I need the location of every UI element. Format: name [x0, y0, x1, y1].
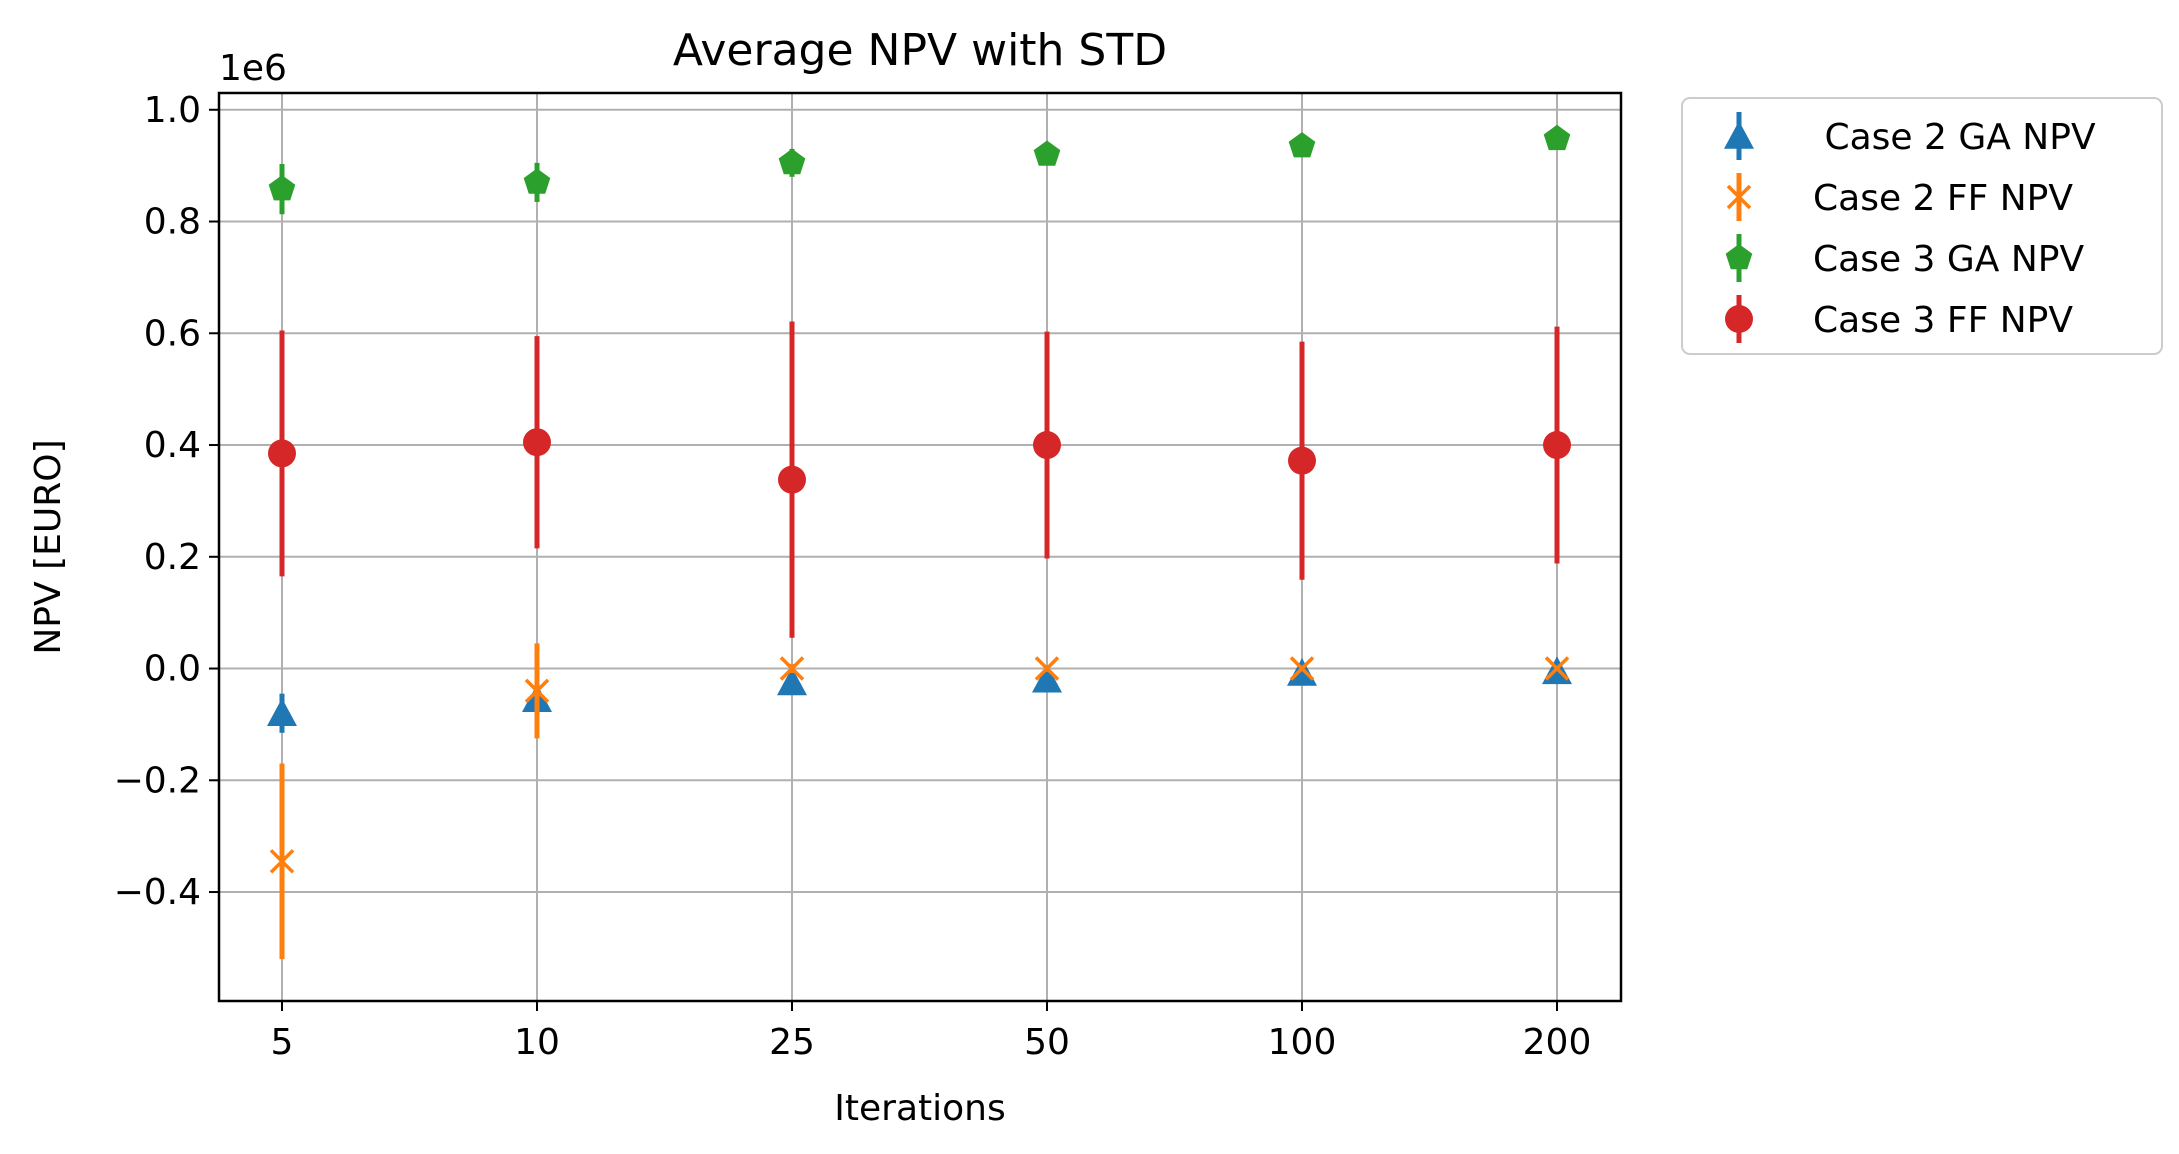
y-tick-label: −0.2	[114, 760, 201, 801]
legend-item-case-3-ff-npv: Case 3 FF NPV	[1725, 295, 2073, 343]
legend-label: Case 3 FF NPV	[1813, 300, 2073, 341]
y-tick-label: 0.4	[144, 425, 201, 466]
legend-marker-stroke	[1726, 184, 1752, 210]
legend: Case 2 GA NPV Case 2 FF NPV Case 3 GA NPV C…	[1681, 97, 2163, 355]
y-tick-label: 1.0	[144, 90, 201, 131]
plot-area-frame	[217, 91, 1623, 1003]
data-point	[778, 465, 806, 494]
legend-item-case-3-ga-npv: Case 3 GA NPV	[1725, 234, 2084, 282]
data-point	[523, 428, 551, 457]
data-point	[269, 849, 295, 874]
data-point	[779, 656, 805, 681]
data-point	[1033, 140, 1061, 166]
x-tick-label: 25	[769, 1022, 815, 1063]
x-tick-label: 50	[1024, 1022, 1070, 1063]
x-tick-label: 10	[514, 1022, 560, 1063]
legend-item-case-2-ga-npv: Case 2 GA NPV	[1724, 112, 2096, 160]
data-point	[1033, 431, 1061, 460]
y-tick-label: −0.4	[114, 872, 201, 913]
data-point	[778, 148, 806, 175]
legend-item-case-2-ff-npv: Case 2 FF NPV	[1726, 173, 2073, 221]
data-point	[268, 175, 296, 201]
data-point	[1034, 656, 1060, 681]
series-case-2-ff-npv	[269, 643, 1570, 960]
y-axis-label: NPV [EURO]	[28, 439, 69, 654]
x-tick-label: 200	[1523, 1022, 1592, 1063]
series-case-3-ga-npv	[268, 124, 1571, 215]
data-point	[267, 698, 297, 726]
y-tick-label: 0.8	[144, 202, 201, 243]
data-point	[1287, 658, 1317, 686]
legend-box	[1681, 97, 2163, 355]
data-point-stroke	[1034, 656, 1060, 681]
data-point-stroke	[524, 678, 550, 704]
series-case-3-ff-npv	[268, 321, 1571, 638]
y-tick-label: 0.6	[144, 313, 201, 354]
data-marks	[267, 124, 1572, 960]
data-point	[268, 439, 296, 468]
data-point-stroke	[1289, 656, 1315, 681]
legend-marker	[1724, 121, 1754, 149]
x-axis-label: Iterations	[834, 1088, 1005, 1129]
y-axis-offset-label: 1e6	[219, 48, 287, 89]
data-point-stroke	[1544, 656, 1570, 681]
legend-marker	[1726, 184, 1752, 210]
data-point	[1543, 124, 1571, 151]
data-point	[1288, 446, 1316, 475]
data-point	[1544, 656, 1570, 681]
data-point	[1288, 132, 1316, 158]
y-tick-label: 0.2	[144, 537, 201, 578]
y-tick-label: 0.0	[144, 649, 201, 690]
data-point	[1289, 656, 1315, 681]
data-point-stroke	[269, 849, 295, 874]
legend-label: Case 2 FF NPV	[1813, 178, 2073, 219]
legend-marker	[1725, 305, 1753, 333]
data-point	[777, 667, 807, 696]
data-point	[523, 168, 551, 194]
data-point-stroke	[779, 656, 805, 681]
data-point	[524, 678, 550, 704]
data-point	[1032, 664, 1062, 693]
data-point	[1543, 431, 1571, 460]
legend-label: Case 2 GA NPV	[1813, 117, 2096, 158]
legend-marker	[1725, 244, 1753, 270]
x-tick-label: 5	[271, 1022, 294, 1063]
x-tick-label: 100	[1268, 1022, 1337, 1063]
legend-label: Case 3 GA NPV	[1813, 239, 2084, 280]
chart-title: Average NPV with STD	[673, 25, 1167, 76]
axis-ticks: −0.4 −0.2 0.0 0.2 0.4 0.6 0.8 1.0 5 10 25 50 100 200	[114, 90, 1592, 1063]
